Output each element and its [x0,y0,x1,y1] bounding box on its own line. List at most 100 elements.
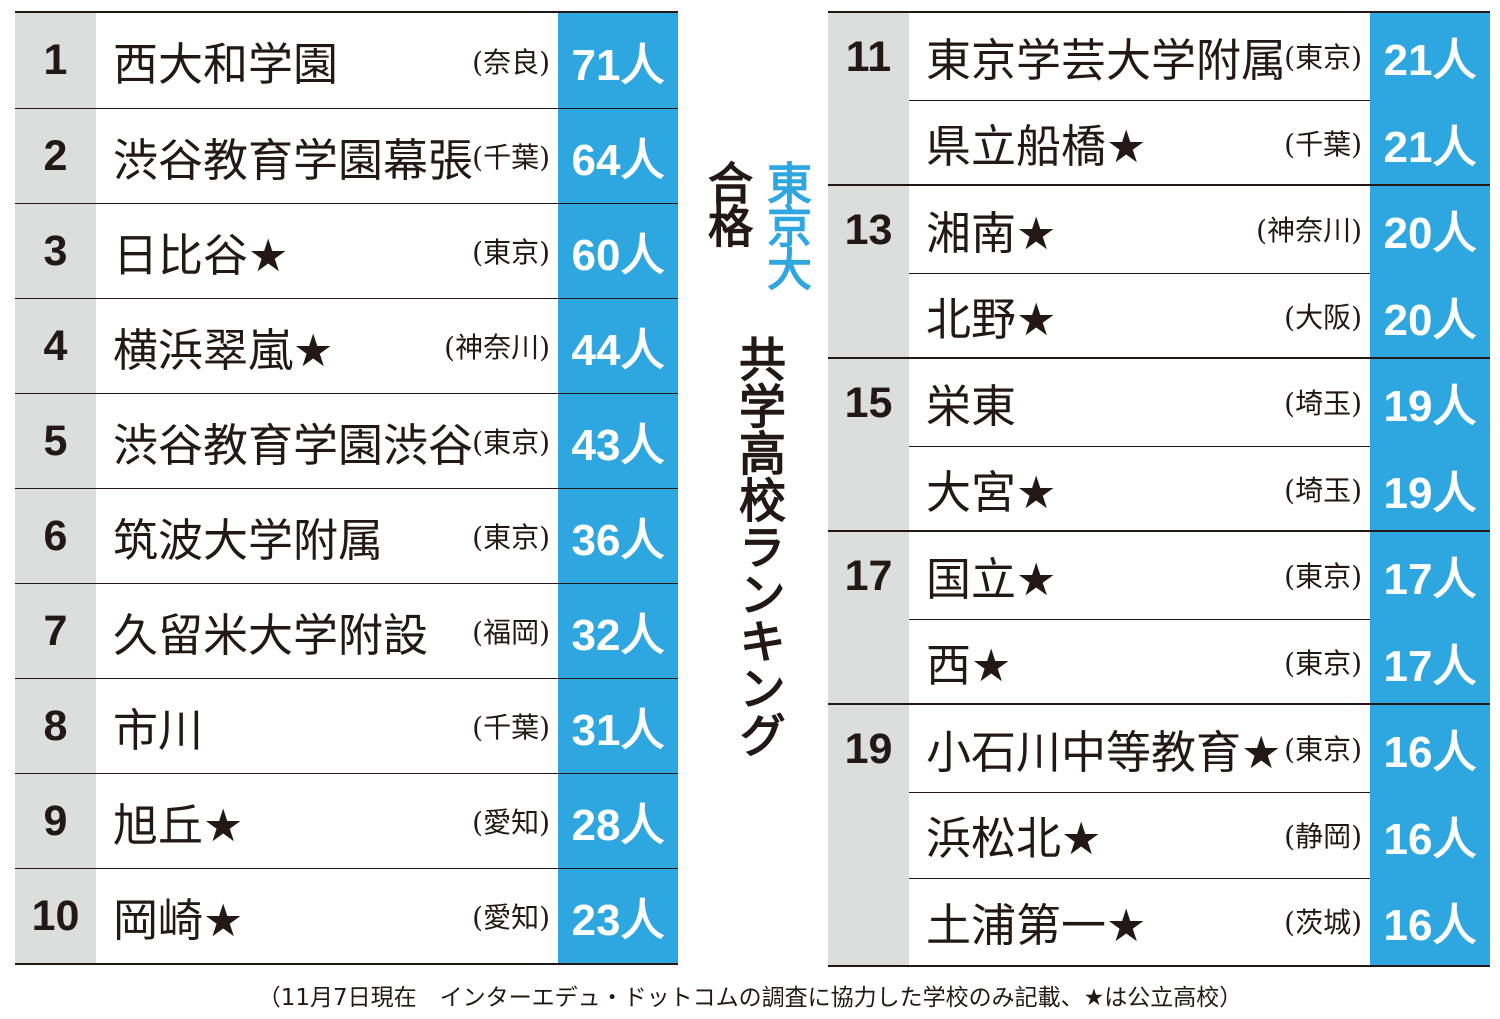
prefecture: (神奈川) [444,299,550,393]
rank-number: 8 [15,679,96,773]
pass-count: 21人 [1370,13,1490,100]
school-name: 筑波大学附属 [113,489,383,583]
rank-number: 10 [15,869,96,963]
rank-number: 11 [828,13,909,100]
rank-number [828,273,909,360]
pass-count: 20人 [1370,273,1490,360]
ranking-table-left: 1 西大和学園 (奈良) 71人 2 渋谷教育学園幕張 (千葉) 64人 3 日比谷★ (東京) 60… [15,11,678,965]
ranking-row: 土浦第一★ (茨城) 16人 [828,878,1490,965]
school-name: 土浦第一★ [926,878,1146,965]
pass-count: 64人 [558,109,678,203]
pass-count: 60人 [558,204,678,298]
pass-count: 17人 [1370,532,1490,619]
school-name: 西★ [926,619,1011,706]
ranking-row: 5 渋谷教育学園渋谷 (東京) 43人 [15,393,678,488]
ranking-row: 9 旭丘★ (愛知) 28人 [15,773,678,868]
school-name: 市川 [113,679,203,773]
prefecture: (埼玉) [1284,446,1362,533]
ranking-row: 2 渋谷教育学園幕張 (千葉) 64人 [15,108,678,203]
ranking-row: 7 久留米大学附設 (福岡) 32人 [15,583,678,678]
pass-count: 16人 [1370,792,1490,879]
ranking-row: 大宮★ (埼玉) 19人 [828,446,1490,533]
rank-number: 3 [15,204,96,298]
pass-count: 19人 [1370,359,1490,446]
pass-count: 16人 [1370,878,1490,965]
pass-count: 32人 [558,584,678,678]
school-name: 浜松北★ [926,792,1101,879]
ranking-row: 北野★ (大阪) 20人 [828,273,1490,360]
pass-count: 19人 [1370,446,1490,533]
rank-number: 4 [15,299,96,393]
school-name: 旭丘★ [113,774,243,868]
footnote: （11月7日現在 インターエデュ・ドットコムの調査に協力した学校のみ記載、★は公… [0,978,1500,1012]
prefecture: (千葉) [472,679,550,773]
pass-count: 71人 [558,13,678,108]
prefecture: (茨城) [1284,878,1362,965]
school-name: 東京学芸大学附属 [926,13,1286,100]
rank-number [828,878,909,965]
pass-count: 31人 [558,679,678,773]
ranking-row: 19 小石川中等教育★ (東京) 16人 [828,705,1490,792]
rank-number: 17 [828,532,909,619]
prefecture: (東京) [1284,705,1362,792]
pass-count: 43人 [558,394,678,488]
school-name: 横浜翠嵐★ [113,299,333,393]
rank-number [828,446,909,533]
pass-count: 23人 [558,869,678,963]
prefecture: (東京) [1284,532,1362,619]
ranking-row: 15 栄東 (埼玉) 19人 [828,359,1490,446]
ranking-table-right: 11 東京学芸大学附属 (東京) 21人 県立船橋★ (千葉) 21人 13 湘南★ (神奈川) 2… [828,11,1490,967]
rank-number [828,619,909,706]
ranking-row: 11 東京学芸大学附属 (東京) 21人 [828,13,1490,100]
prefecture: (神奈川) [1256,186,1362,273]
ranking-row: 県立船橋★ (千葉) 21人 [828,100,1490,187]
ranking-row: 8 市川 (千葉) 31人 [15,678,678,773]
prefecture: (東京) [472,394,550,488]
title-todai: 東京大 [753,160,818,289]
rank-number: 19 [828,705,909,792]
pass-count: 21人 [1370,100,1490,187]
prefecture: (千葉) [472,109,550,203]
school-name: 岡崎★ [113,869,243,963]
ranking-row: 3 日比谷★ (東京) 60人 [15,203,678,298]
prefecture: (千葉) [1284,100,1362,187]
ranking-row: 1 西大和学園 (奈良) 71人 [15,13,678,108]
ranking-row: 4 横浜翠嵐★ (神奈川) 44人 [15,298,678,393]
ranking-row: 西★ (東京) 17人 [828,619,1490,706]
ranking-row: 浜松北★ (静岡) 16人 [828,792,1490,879]
school-name: 久留米大学附設 [113,584,428,678]
school-name: 渋谷教育学園渋谷 [113,394,473,488]
pass-count: 28人 [558,774,678,868]
rank-number: 5 [15,394,96,488]
rank-number: 7 [15,584,96,678]
school-name: 日比谷★ [113,204,288,298]
prefecture: (静岡) [1284,792,1362,879]
prefecture: (東京) [472,489,550,583]
pass-count: 17人 [1370,619,1490,706]
pass-count: 44人 [558,299,678,393]
pass-count: 36人 [558,489,678,583]
rank-number: 2 [15,109,96,203]
school-name: 北野★ [926,273,1056,360]
rank-number: 15 [828,359,909,446]
prefecture: (愛知) [472,774,550,868]
ranking-row: 13 湘南★ (神奈川) 20人 [828,186,1490,273]
school-name: 渋谷教育学園幕張 [113,109,473,203]
prefecture: (東京) [1284,619,1362,706]
rank-number: 1 [15,13,96,108]
school-name: 西大和学園 [113,13,338,108]
prefecture: (埼玉) [1284,359,1362,446]
prefecture: (福岡) [472,584,550,678]
ranking-row: 10 岡崎★ (愛知) 23人 [15,868,678,963]
school-name: 国立★ [926,532,1056,619]
ranking-row: 6 筑波大学附属 (東京) 36人 [15,488,678,583]
school-name: 栄東 [926,359,1016,446]
title-goukaku: 合格 [694,160,759,246]
prefecture: (東京) [472,204,550,298]
prefecture: (愛知) [472,869,550,963]
school-name: 県立船橋★ [926,100,1146,187]
prefecture: (奈良) [472,13,550,108]
rank-number [828,792,909,879]
rank-number [828,100,909,187]
prefecture: (東京) [1284,13,1362,100]
